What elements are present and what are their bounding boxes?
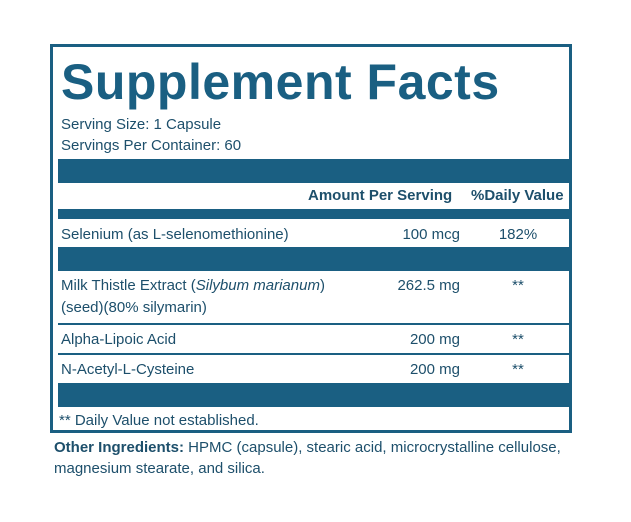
row-milk-thistle-name-line2: (seed)(80% silymarin) [61,299,207,316]
header-daily-value: %Daily Value [471,187,564,204]
row-nac-amount: 200 mg [409,361,460,378]
supplement-facts-panel: Supplement Facts Serving Size: 1 Capsule… [50,44,572,433]
medium-divider [58,209,570,219]
thick-divider-top [58,159,570,183]
other-ingredients: Other Ingredients: HPMC (capsule), stear… [54,437,574,479]
row-milk-thistle-amount: 262.5 mg [397,277,460,294]
panel-title: Supplement Facts [61,54,500,110]
row-milk-thistle-dv: ** [512,277,524,294]
row-selenium-amount: 100 mcg [402,226,460,243]
footnote: ** Daily Value not established. [59,412,259,429]
header-amount: Amount Per Serving [308,187,453,204]
thin-divider [58,323,570,325]
row-alpha-lipoic-dv: ** [512,331,524,348]
row-alpha-lipoic-name: Alpha-Lipoic Acid [61,331,177,348]
thick-divider-bottom [58,383,570,407]
thin-divider [58,353,570,355]
row-nac-dv: ** [512,361,524,378]
other-ingredients-label: Other Ingredients: [54,439,185,456]
row-selenium-dv: 182% [498,226,538,243]
serving-size: Serving Size: 1 Capsule [61,116,222,133]
other-ingredients-text: HPMC (capsule), stearic acid, microcryst… [54,439,561,477]
row-nac-name: N-Acetyl-L-Cysteine [61,361,195,378]
row-selenium-name: Selenium (as L-selenomethionine) [61,226,289,243]
servings-per-container: Servings Per Container: 60 [61,137,242,154]
row-alpha-lipoic-amount: 200 mg [409,331,460,348]
row-milk-thistle-name: Milk Thistle Extract (Silybum marianum) [61,277,325,294]
thick-divider-middle [58,247,570,271]
